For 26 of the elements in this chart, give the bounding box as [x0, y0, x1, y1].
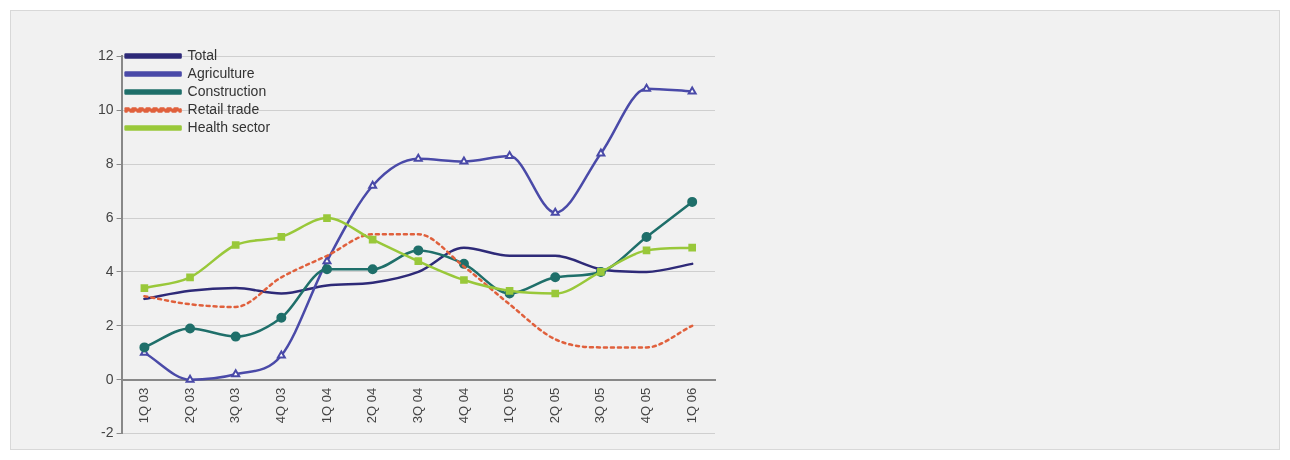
legend-label: Total — [187, 46, 218, 63]
y-tick-label: 6 — [105, 208, 114, 225]
x-tick-label: 4Q 05 — [638, 387, 654, 424]
x-tick-label: 1Q 03 — [135, 387, 151, 424]
y-tick-label: 4 — [105, 262, 114, 279]
legend-label: Retail trade — [187, 100, 260, 117]
legend-label: Agriculture — [187, 64, 255, 81]
x-tick-label: 4Q 03 — [272, 387, 288, 424]
y-tick-label: 12 — [97, 47, 114, 64]
x-tick-label: 1Q 06 — [683, 387, 699, 424]
x-tick-label: 3Q 04 — [409, 387, 425, 424]
y-tick-label: 0 — [105, 370, 114, 387]
y-tick-label: 10 — [97, 101, 114, 118]
x-tick-label: 2Q 05 — [546, 387, 562, 424]
x-tick-label: 4Q 04 — [455, 387, 471, 424]
y-tick-label: 8 — [105, 155, 114, 172]
x-tick-label: 1Q 04 — [318, 387, 334, 424]
legend-label: Construction — [187, 82, 267, 99]
legend-label: Health sector — [187, 118, 271, 135]
x-tick-label: 2Q 03 — [181, 387, 197, 424]
x-tick-label: 3Q 03 — [227, 387, 243, 424]
x-tick-label: 3Q 05 — [592, 387, 608, 424]
y-tick-label: 2 — [105, 316, 114, 333]
x-tick-label: 1Q 05 — [501, 387, 517, 424]
y-tick-label: -2 — [101, 424, 114, 441]
x-tick-label: 2Q 04 — [364, 387, 380, 424]
